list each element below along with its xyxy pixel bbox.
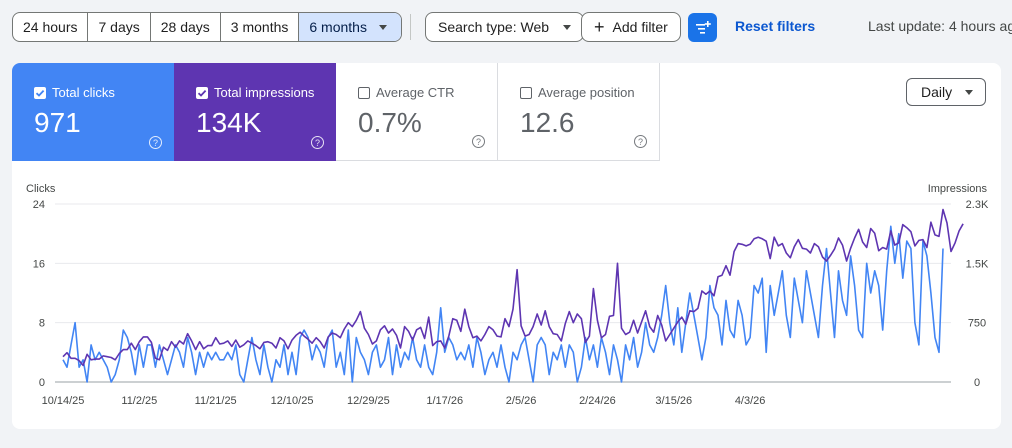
right-y-tick-label: 750 — [968, 318, 986, 330]
metric-total-clicks[interactable]: Total clicks 971 ? — [12, 63, 174, 161]
x-tick-label: 1/17/26 — [426, 395, 463, 407]
x-tick-label: 11/21/25 — [195, 395, 237, 407]
left-axis-title: Clicks — [26, 183, 56, 195]
checkbox-unchecked-icon[interactable] — [520, 86, 532, 99]
chevron-down-icon — [965, 90, 973, 95]
metric-value: 134K — [196, 107, 262, 138]
granularity-label: Daily — [921, 84, 953, 100]
x-tick-label: 10/14/25 — [42, 395, 85, 407]
checkbox-checked-icon[interactable] — [34, 86, 46, 99]
left-y-tick-label: 0 — [39, 377, 45, 389]
plus-icon: + — [594, 17, 605, 37]
metric-label-row: Average CTR — [358, 85, 455, 100]
chevron-down-icon — [563, 24, 572, 30]
metric-label-row: Total clicks — [34, 85, 115, 100]
metric-total-impressions[interactable]: Total impressions 134K ? — [174, 63, 336, 161]
series-line-clicks — [62, 225, 944, 383]
filter-settings-button[interactable] — [688, 13, 717, 42]
metric-value: 971 — [34, 107, 81, 138]
range-28-days-button[interactable]: 28 days — [151, 13, 221, 41]
add-filter-button[interactable]: + Add filter — [581, 12, 681, 42]
search-type-label: Search type: Web — [438, 19, 550, 35]
range-6-months-dropdown[interactable]: 6 months — [299, 13, 401, 41]
right-y-tick-label: 1.5K — [966, 258, 989, 270]
toolbar-divider — [410, 14, 411, 40]
chart-x-ticks: 10/14/25 11/2/25 11/21/25 12/10/25 12/29/25 1… — [42, 395, 766, 407]
x-tick-label: 11/2/25 — [121, 395, 157, 407]
reset-filters-link[interactable]: Reset filters — [735, 18, 816, 34]
range-24-hours-button[interactable]: 24 hours — [13, 13, 89, 41]
date-range-toolbar: 24 hours 7 days 28 days 3 months 6 month… — [12, 12, 402, 42]
metric-label: Total impressions — [214, 85, 315, 100]
x-tick-label: 3/15/26 — [655, 395, 692, 407]
help-icon[interactable]: ? — [149, 136, 162, 149]
metric-value: 12.6 — [520, 107, 575, 138]
chart-series — [62, 208, 964, 383]
granularity-dropdown[interactable]: Daily — [906, 78, 986, 106]
performance-card: Total clicks 971 ? Total impressions 134… — [12, 63, 1001, 429]
left-y-tick-label: 16 — [33, 258, 45, 270]
chart-gridlines — [55, 203, 951, 383]
metric-label: Total clicks — [52, 85, 115, 100]
checkbox-unchecked-icon[interactable] — [358, 86, 370, 99]
x-tick-label: 4/3/26 — [735, 395, 766, 407]
metric-label-row: Total impressions — [196, 85, 314, 100]
x-tick-label: 2/24/26 — [579, 395, 616, 407]
range-3-months-button[interactable]: 3 months — [221, 13, 300, 41]
left-y-tick-label: 24 — [33, 199, 45, 211]
search-type-dropdown[interactable]: Search type: Web — [425, 12, 585, 42]
metric-value: 0.7% — [358, 107, 422, 138]
chevron-down-icon — [378, 24, 387, 30]
left-y-tick-label: 8 — [39, 318, 45, 330]
x-tick-label: 12/29/25 — [347, 395, 390, 407]
chart-y-ticks: 24 2.3K 16 1.5K 8 750 0 0 — [33, 199, 989, 389]
add-filter-label: Add filter — [612, 19, 668, 35]
metric-average-ctr[interactable]: Average CTR 0.7% ? — [336, 63, 498, 161]
series-line-impressions — [62, 208, 964, 367]
metric-label-row: Average position — [520, 85, 635, 100]
metric-label: Average CTR — [376, 85, 455, 100]
x-tick-label: 12/10/25 — [271, 395, 314, 407]
checkbox-checked-icon[interactable] — [196, 86, 208, 99]
right-axis-title: Impressions — [928, 183, 988, 195]
filter-list-icon — [695, 20, 711, 34]
right-y-tick-label: 0 — [974, 377, 980, 389]
metric-average-position[interactable]: Average position 12.6 ? — [498, 63, 660, 161]
metric-label: Average position — [538, 85, 635, 100]
right-y-tick-label: 2.3K — [966, 199, 989, 211]
help-icon[interactable]: ? — [634, 135, 647, 148]
last-update-text: Last update: 4 hours ago — [868, 18, 1012, 34]
range-6-months-label: 6 months — [309, 19, 367, 35]
help-icon[interactable]: ? — [472, 135, 485, 148]
performance-chart: Clicks Impressions 24 2.3K 16 1.5K 8 750 0 0 10… — [26, 183, 989, 407]
x-tick-label: 2/5/26 — [506, 395, 537, 407]
range-7-days-button[interactable]: 7 days — [88, 13, 151, 41]
help-icon[interactable]: ? — [311, 136, 324, 149]
date-range-selector: 24 hours 7 days 28 days 3 months 6 month… — [12, 12, 402, 42]
